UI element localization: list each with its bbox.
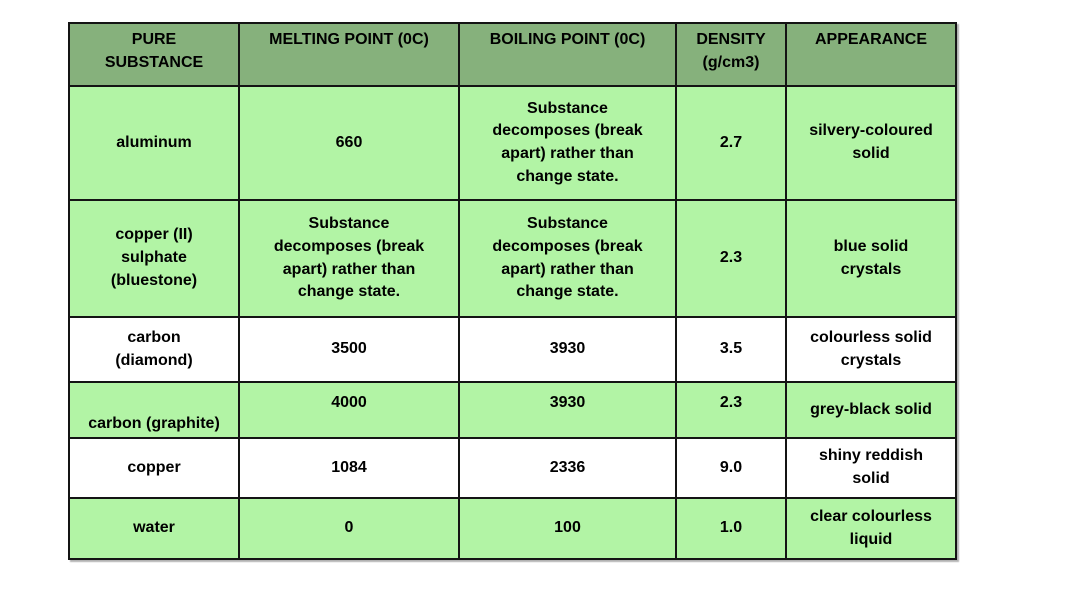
- cell-boiling-point: 3930: [458, 381, 677, 439]
- cell-substance: copper (II) sulphate (bluestone): [68, 199, 240, 318]
- cell-melting-point: Substance decomposes (break apart) rathe…: [238, 199, 460, 318]
- substances-table-container: PURE SUBSTANCE MELTING POINT (0C) BOILIN…: [68, 22, 957, 560]
- cell-boiling-point: Substance decomposes (break apart) rathe…: [458, 199, 677, 318]
- column-header-melting-point: MELTING POINT (0C): [238, 22, 460, 87]
- cell-appearance: silvery-coloured solid: [785, 85, 957, 201]
- cell-melting-point: 4000: [238, 381, 460, 439]
- cell-appearance: clear colourless liquid: [785, 497, 957, 560]
- cell-density: 2.7: [675, 85, 787, 201]
- cell-density: 1.0: [675, 497, 787, 560]
- cell-melting-point: 0: [238, 497, 460, 560]
- cell-density: 2.3: [675, 381, 787, 439]
- cell-density: 3.5: [675, 316, 787, 383]
- cell-appearance: blue solid crystals: [785, 199, 957, 318]
- cell-melting-point: 3500: [238, 316, 460, 383]
- column-header-boiling-point: BOILING POINT (0C): [458, 22, 677, 87]
- cell-boiling-point: 2336: [458, 437, 677, 499]
- cell-substance: copper: [68, 437, 240, 499]
- cell-substance: carbon (diamond): [68, 316, 240, 383]
- cell-melting-point: 1084: [238, 437, 460, 499]
- cell-boiling-point: Substance decomposes (break apart) rathe…: [458, 85, 677, 201]
- column-header-density: DENSITY (g/cm3): [675, 22, 787, 87]
- column-header-appearance: APPEARANCE: [785, 22, 957, 87]
- header-row: PURE SUBSTANCE MELTING POINT (0C) BOILIN…: [68, 22, 957, 87]
- table-row: carbon (graphite) 4000 3930 2.3 grey-bla…: [68, 381, 957, 439]
- cell-melting-point: 660: [238, 85, 460, 201]
- cell-substance: water: [68, 497, 240, 560]
- cell-density: 2.3: [675, 199, 787, 318]
- cell-appearance: grey-black solid: [785, 381, 957, 439]
- table-row: aluminum 660 Substance decomposes (break…: [68, 85, 957, 201]
- cell-density: 9.0: [675, 437, 787, 499]
- table-row: carbon (diamond) 3500 3930 3.5 colourles…: [68, 316, 957, 383]
- cell-substance: carbon (graphite): [68, 381, 240, 439]
- table-row: copper (II) sulphate (bluestone) Substan…: [68, 199, 957, 318]
- cell-appearance: colourless solid crystals: [785, 316, 957, 383]
- cell-boiling-point: 100: [458, 497, 677, 560]
- cell-substance: aluminum: [68, 85, 240, 201]
- substances-table: PURE SUBSTANCE MELTING POINT (0C) BOILIN…: [68, 22, 957, 560]
- table-row: copper 1084 2336 9.0 shiny reddish solid: [68, 437, 957, 499]
- cell-appearance: shiny reddish solid: [785, 437, 957, 499]
- cell-boiling-point: 3930: [458, 316, 677, 383]
- column-header-pure-substance: PURE SUBSTANCE: [68, 22, 240, 87]
- table-row: water 0 100 1.0 clear colourless liquid: [68, 497, 957, 560]
